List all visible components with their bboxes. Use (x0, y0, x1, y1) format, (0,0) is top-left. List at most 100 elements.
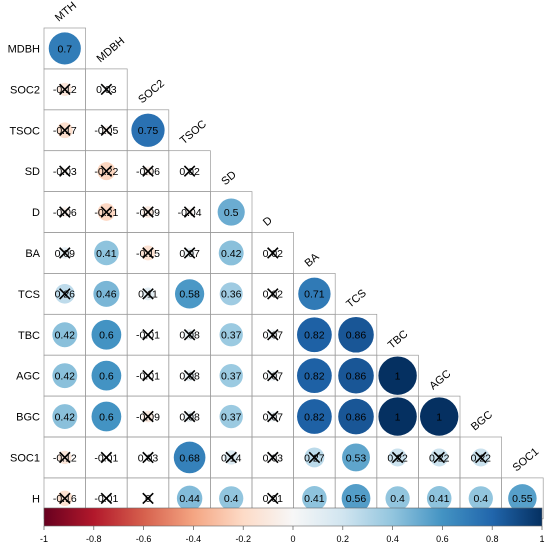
row-label-h: H (32, 493, 40, 505)
column-label-ba: BA (303, 251, 322, 270)
corr-value-1-0: -0.12 (53, 84, 77, 96)
corr-value-11-11: 0.55 (512, 493, 533, 505)
corr-circle-7-6 (297, 317, 332, 353)
matrix-cells: 0.7 -0.12 0.03 -0.17 -0.05 0.75 -0.03 -0.22 -0.0… (48, 32, 537, 513)
row-label-ba: BA (25, 248, 40, 260)
corr-value-4-3: -0.04 (178, 207, 202, 219)
insignificant-cross-7-3 (183, 328, 196, 341)
corr-circle-7-0 (52, 322, 78, 348)
column-label-sd: SD (219, 169, 238, 188)
corr-value-5-0: 0.09 (55, 248, 76, 260)
insignificant-cross-10-6 (308, 451, 321, 464)
row-label-bgc: BGC (16, 412, 40, 424)
insignificant-cross-10-2 (142, 451, 154, 464)
corr-value-11-4: 0.4 (224, 493, 239, 505)
row-label-d: D (32, 207, 40, 219)
insignificant-cross-2-0 (59, 124, 71, 137)
corr-circle-11-10 (468, 486, 493, 511)
corr-value-4-0: -0.06 (53, 207, 77, 219)
corr-value-11-8: 0.4 (390, 493, 405, 505)
insignificant-cross-11-2 (142, 492, 154, 505)
corr-value-7-4: 0.37 (221, 330, 242, 342)
corr-value-9-5: 0.07 (263, 411, 284, 423)
corr-value-2-0: -0.17 (53, 125, 77, 137)
corr-value-8-6: 0.82 (304, 370, 325, 382)
corr-circle-8-0 (52, 363, 78, 389)
insignificant-cross-5-3 (183, 247, 196, 259)
column-label-tbc: TBC (386, 328, 411, 351)
color-bar-tick-label-10: 1 (539, 534, 544, 544)
matrix-grid (43, 27, 544, 520)
corr-value-10-8: 0.22 (387, 452, 408, 464)
corr-circle-10-3 (173, 441, 206, 474)
row-label-tbc: TBC (18, 330, 40, 342)
corr-value-9-2: -0.09 (136, 411, 160, 423)
insignificant-cross-10-9 (433, 451, 445, 464)
corr-value-5-3: 0.07 (179, 248, 200, 260)
column-label-soc1: SOC1 (511, 446, 542, 474)
corr-value-10-6: 0.27 (304, 452, 325, 464)
corr-value-10-0: -0.12 (53, 452, 77, 464)
insignificant-cross-6-2 (142, 288, 154, 300)
corr-value-10-4: 0.14 (221, 452, 242, 464)
color-bar (43, 507, 543, 527)
corr-circle-0-0 (48, 32, 81, 65)
corr-value-10-3: 0.68 (179, 452, 200, 464)
insignificant-cross-10-1 (100, 451, 113, 464)
corr-value-11-7: 0.56 (346, 493, 367, 505)
corr-circle-9-9 (420, 397, 459, 436)
corr-value-8-2: -0.01 (136, 370, 160, 382)
corr-value-3-2: -0.06 (136, 166, 160, 178)
corr-value-9-9: 1 (436, 411, 442, 423)
corr-circle-8-8 (378, 356, 417, 395)
corr-value-6-4: 0.36 (221, 289, 242, 301)
corr-value-11-3: 0.44 (179, 493, 200, 505)
corr-circle-10-7 (342, 443, 370, 472)
row-label-agc: AGC (16, 371, 40, 383)
insignificant-cross-5-0 (59, 247, 71, 259)
corr-circle-6-1 (93, 280, 120, 307)
corr-value-8-7: 0.86 (346, 370, 367, 382)
corr-value-8-5: 0.07 (263, 370, 284, 382)
corr-value-8-3: 0.08 (179, 370, 200, 382)
corr-value-5-2: -0.15 (136, 248, 160, 260)
corr-circle-7-1 (91, 319, 122, 350)
corr-circle-11-3 (176, 485, 203, 512)
insignificant-cross-10-5 (267, 451, 279, 464)
corr-value-10-7: 0.53 (346, 452, 367, 464)
insignificant-cross-2-1 (100, 124, 113, 137)
color-bar-tick-label-8: 0.6 (436, 534, 449, 544)
corr-value-9-4: 0.37 (221, 411, 242, 423)
column-label-mth: MTH (53, 0, 79, 24)
color-bar-tick-label-0: -1 (40, 534, 48, 544)
insignificant-cross-3-1 (100, 165, 113, 177)
row-label-mdbh: MDBH (8, 43, 40, 55)
corr-value-7-0: 0.42 (55, 330, 76, 342)
color-bar-tick-label-7: 0.4 (386, 534, 399, 544)
corr-value-7-3: 0.08 (179, 330, 200, 342)
color-bar-legend: -1 -0.8 -0.6 -0.4 -0.2 0 0.2 0.4 0.6 0.8 1 (40, 507, 545, 544)
corr-value-5-4: 0.42 (221, 248, 242, 260)
row-label-sd: SD (25, 166, 40, 178)
column-label-agc: AGC (427, 368, 453, 393)
corr-value-6-1: 0.46 (96, 289, 117, 301)
corr-circle-5-4 (218, 240, 244, 266)
corr-circle-6-3 (174, 279, 205, 309)
corr-circle-11-8 (385, 486, 410, 511)
corr-circle-9-6 (297, 399, 332, 434)
row-label-tsoc: TSOC (9, 125, 40, 137)
corr-value-4-1: -0.21 (94, 207, 118, 219)
corr-value-10-2: 0.03 (138, 452, 159, 464)
corr-value-8-1: 0.6 (99, 370, 114, 382)
corr-value-0-0: 0.7 (57, 43, 72, 55)
corr-value-6-3: 0.58 (179, 289, 200, 301)
insignificant-cross-10-0 (59, 451, 71, 464)
corr-value-11-5: 0.01 (263, 493, 284, 505)
corr-circle-11-9 (426, 486, 452, 511)
corr-value-7-7: 0.86 (346, 330, 367, 342)
insignificant-cross-8-2 (142, 369, 154, 382)
corr-value-10-5: 0.03 (263, 452, 284, 464)
corr-value-11-1: -0.01 (94, 493, 118, 505)
corr-circle-11-4 (219, 486, 244, 511)
column-label-soc2: SOC2 (136, 78, 167, 106)
